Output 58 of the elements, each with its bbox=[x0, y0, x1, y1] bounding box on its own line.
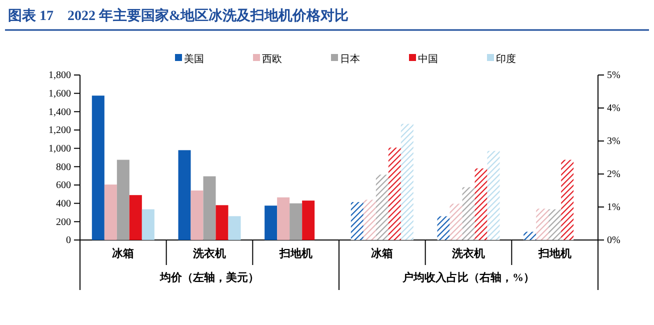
x-tick-label: 扫地机 bbox=[537, 247, 572, 260]
y-tick-label: 400 bbox=[56, 198, 71, 210]
y-tick-label: 1,800 bbox=[48, 70, 71, 82]
bar bbox=[450, 204, 462, 240]
x-tick-label: 洗衣机 bbox=[451, 247, 485, 260]
x-tick-label: 洗衣机 bbox=[192, 247, 226, 260]
bar bbox=[376, 174, 388, 240]
bar bbox=[142, 209, 154, 240]
bar bbox=[363, 200, 376, 240]
bar bbox=[524, 232, 536, 240]
legend-label: 西欧 bbox=[262, 54, 282, 65]
legend-label: 印度 bbox=[496, 53, 516, 65]
bar bbox=[92, 96, 104, 240]
legend-label: 日本 bbox=[340, 53, 360, 65]
bar bbox=[264, 206, 278, 240]
bar bbox=[116, 160, 130, 240]
y2-tick-label: 0% bbox=[607, 235, 620, 246]
x-tick-label: 扫地机 bbox=[278, 247, 312, 260]
bar bbox=[228, 216, 241, 240]
bar bbox=[437, 216, 450, 240]
text: 户均收入占比（右轴，%） bbox=[402, 271, 534, 284]
y2-tick-label: 3% bbox=[607, 136, 620, 148]
y-tick-label: 1,000 bbox=[48, 144, 71, 155]
bar bbox=[561, 160, 574, 240]
legend-label: 中国 bbox=[418, 53, 438, 65]
chart-title: 图表 17 2022 年主要国家&地区冰洗及扫地机价格对比 bbox=[8, 7, 349, 24]
bar bbox=[400, 124, 414, 240]
bar bbox=[548, 209, 562, 240]
bar bbox=[178, 150, 191, 240]
y-tick-label: 800 bbox=[56, 162, 71, 173]
x-tick-label: 冰箱 bbox=[112, 247, 134, 260]
bar bbox=[487, 150, 500, 240]
y-tick-label: 1,600 bbox=[48, 88, 71, 100]
bar bbox=[203, 176, 216, 240]
y2-tick-label: 5% bbox=[607, 70, 620, 82]
bar bbox=[474, 168, 488, 240]
x-tick-label: 冰箱 bbox=[371, 247, 394, 260]
bar bbox=[277, 197, 290, 240]
y2-tick-label: 4% bbox=[607, 103, 620, 114]
bar bbox=[350, 202, 364, 240]
bar bbox=[388, 148, 401, 240]
bar bbox=[216, 205, 228, 240]
y-tick-label: 200 bbox=[56, 216, 71, 228]
y-tick-label: 1,200 bbox=[48, 125, 71, 136]
y-tick-label: 1,400 bbox=[48, 106, 71, 118]
y-tick-label: 0 bbox=[66, 235, 71, 246]
bar bbox=[536, 208, 549, 240]
y2-tick-label: 1% bbox=[607, 202, 620, 214]
y-tick-label: 600 bbox=[56, 180, 71, 192]
bar bbox=[104, 184, 117, 240]
bar bbox=[129, 195, 142, 240]
bar bbox=[190, 190, 204, 240]
bar bbox=[462, 187, 475, 240]
bar bbox=[302, 200, 315, 240]
y2-tick-label: 2% bbox=[607, 169, 620, 180]
bar bbox=[290, 203, 302, 240]
text: 均价（左轴，美元） bbox=[159, 271, 259, 284]
legend-label: 美国 bbox=[184, 53, 204, 65]
